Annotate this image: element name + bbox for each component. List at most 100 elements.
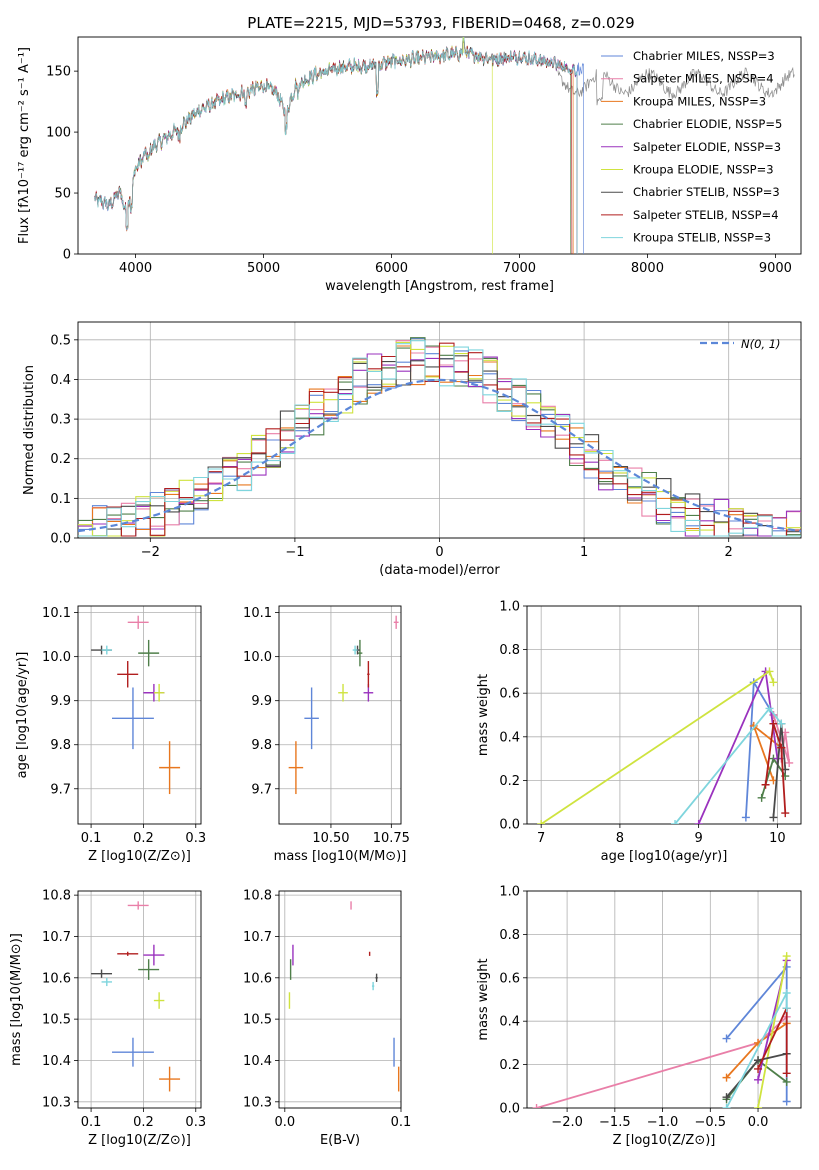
plot-frame	[77, 321, 802, 539]
x-tick-label: 0.1	[391, 1115, 412, 1130]
error-bar-point	[127, 901, 149, 910]
weight-series-5	[757, 955, 788, 1108]
x-tick-label: 0.1	[81, 831, 102, 846]
weight-marker	[754, 1075, 763, 1084]
y-axis-label: mass weight	[476, 958, 491, 1040]
error-bar-point	[143, 944, 165, 966]
x-tick-label: 8	[616, 831, 624, 846]
legend-label: Kroupa STELIB, NSSP=3	[633, 231, 771, 245]
weight_vs_Z-axes: −2.0 −1.5 −1.0 −0.5 0.0 0.0 0.2 0.4 0.6 0.8 1.0 Z […	[476, 885, 802, 1148]
y-tick-label: 10.6	[243, 971, 272, 986]
weight-marker	[782, 988, 791, 997]
x-tick-label: 6000	[375, 261, 408, 276]
weight_vs_age-series	[537, 667, 794, 824]
spectrum-series-7	[94, 37, 573, 254]
weight-marker	[782, 1004, 791, 1013]
y-tick-label: 0.1	[50, 492, 71, 507]
y-tick-label: 0.3	[50, 413, 71, 428]
spectrum-series-3	[94, 38, 572, 254]
x-tick-label: 1	[580, 545, 588, 560]
mass_vs_Z-axes: 0.1 0.2 0.3 10.3 10.4 10.5 10.6 10.7 10.8 Z [log1…	[9, 889, 206, 1148]
error-bar-point	[375, 973, 378, 982]
y-tick-label: 10.6	[42, 971, 71, 986]
error-bar-point	[393, 615, 399, 629]
plot-frame	[77, 36, 802, 255]
error-bar-point	[112, 687, 154, 750]
error-bar-point	[371, 981, 375, 991]
x-axis-label: (data-model)/error	[379, 563, 500, 578]
y-tick-label: 0.2	[50, 452, 71, 467]
y-axis-label: Flux [fλ10⁻¹⁷ erg cm⁻² s⁻¹ A⁻¹]	[17, 47, 32, 244]
age_vs_mass-axes: 10.50 10.75 9.7 9.8 9.9 10.0 10.1 mass [log10(M…	[243, 605, 410, 864]
weight-marker	[782, 1077, 791, 1086]
y-tick-label: 10.8	[243, 889, 272, 904]
x-tick-label: 0.2	[133, 1115, 154, 1130]
y-tick-label: 1.0	[499, 600, 520, 615]
y-tick-label: 0.4	[50, 373, 71, 388]
weight-marker	[722, 1104, 731, 1108]
y-tick-label: 10.5	[243, 1013, 272, 1028]
x-tick-label: 8000	[631, 261, 664, 276]
x-tick-label: −1	[285, 545, 304, 560]
weight-series-0	[725, 964, 788, 1102]
y-tick-label: 9.9	[251, 694, 272, 709]
y-tick-label: 10.3	[243, 1095, 272, 1110]
y-tick-label: 0.8	[499, 928, 520, 943]
x-axis-label: Z [log10(Z/Z⊙)]	[88, 1133, 191, 1148]
weight-marker	[761, 780, 770, 789]
y-tick-label: 150	[46, 65, 71, 80]
x-tick-label: 7	[537, 831, 545, 846]
legend-label: Salpeter ELODIE, NSSP=3	[633, 140, 781, 154]
x-axis-label: mass [log10(M/M⊙)]	[274, 849, 407, 864]
weight-marker	[754, 1056, 763, 1065]
x-tick-label: 0.3	[185, 1115, 206, 1130]
y-tick-label: 0.6	[499, 971, 520, 986]
weight-marker	[671, 820, 680, 824]
legend-label: Chabrier STELIB, NSSP=3	[633, 185, 780, 199]
x-axis-label: E(B-V)	[320, 1133, 360, 1148]
y-tick-label: 50	[54, 187, 71, 202]
x-tick-label: 9	[695, 831, 703, 846]
plot-frame	[526, 890, 802, 1109]
age_vs_Z-points	[91, 615, 181, 795]
weight-marker	[777, 743, 786, 752]
normal-curve	[78, 378, 801, 533]
x-axis-label: Z [log10(Z/Z⊙)]	[613, 1133, 716, 1148]
error-bar-point	[101, 645, 113, 655]
y-tick-label: 9.7	[50, 782, 71, 797]
legend-label: Chabrier MILES, NSSP=3	[633, 49, 775, 63]
weight-marker	[722, 1034, 731, 1043]
error-bar-point	[138, 959, 160, 980]
y-tick-label: 10.5	[42, 1013, 71, 1028]
x-tick-label: 2	[725, 545, 733, 560]
y-tick-label: 0.0	[499, 1102, 520, 1117]
y-tick-label: 9.7	[251, 782, 272, 797]
weight-marker	[782, 1097, 791, 1106]
x-tick-label: 5000	[247, 261, 280, 276]
residual-histograms	[78, 337, 801, 537]
weight_vs_age-axes: 7 8 9 10 0.0 0.2 0.4 0.6 0.8 1.0 age [log10(age/yr…	[476, 600, 802, 864]
y-tick-label: 9.8	[50, 738, 71, 753]
y-axis-label: age [log10(age/yr)]	[15, 652, 30, 779]
x-tick-label: 10.75	[373, 831, 410, 846]
legend-label: Kroupa MILES, NSSP=3	[633, 94, 766, 108]
plot-frame	[278, 890, 402, 1109]
mass_vs_Z-points	[91, 901, 181, 1092]
y-axis-label: mass weight	[476, 674, 491, 756]
mass_vs_EBV-points	[288, 901, 400, 1092]
observed-spectrum-tail	[557, 66, 795, 106]
y-axis-label: mass [log10(M/M⊙)]	[9, 933, 24, 1066]
weight-series-1	[536, 1016, 788, 1108]
age_vs_mass-points	[288, 615, 399, 795]
x-tick-label: 4000	[119, 261, 152, 276]
spectrum-series-8	[94, 37, 578, 254]
x-axis-label: Z [log10(Z/Z⊙)]	[88, 849, 191, 864]
spectrum-series-5	[126, 37, 493, 254]
plot-frame	[278, 605, 402, 825]
x-tick-label: 0.1	[81, 1115, 102, 1130]
weight-marker	[537, 820, 546, 824]
error-bar-point	[117, 661, 139, 688]
y-tick-label: 10.0	[243, 650, 272, 665]
y-tick-label: 10.1	[243, 606, 272, 621]
residual-legend: N(0, 1)	[700, 337, 781, 351]
